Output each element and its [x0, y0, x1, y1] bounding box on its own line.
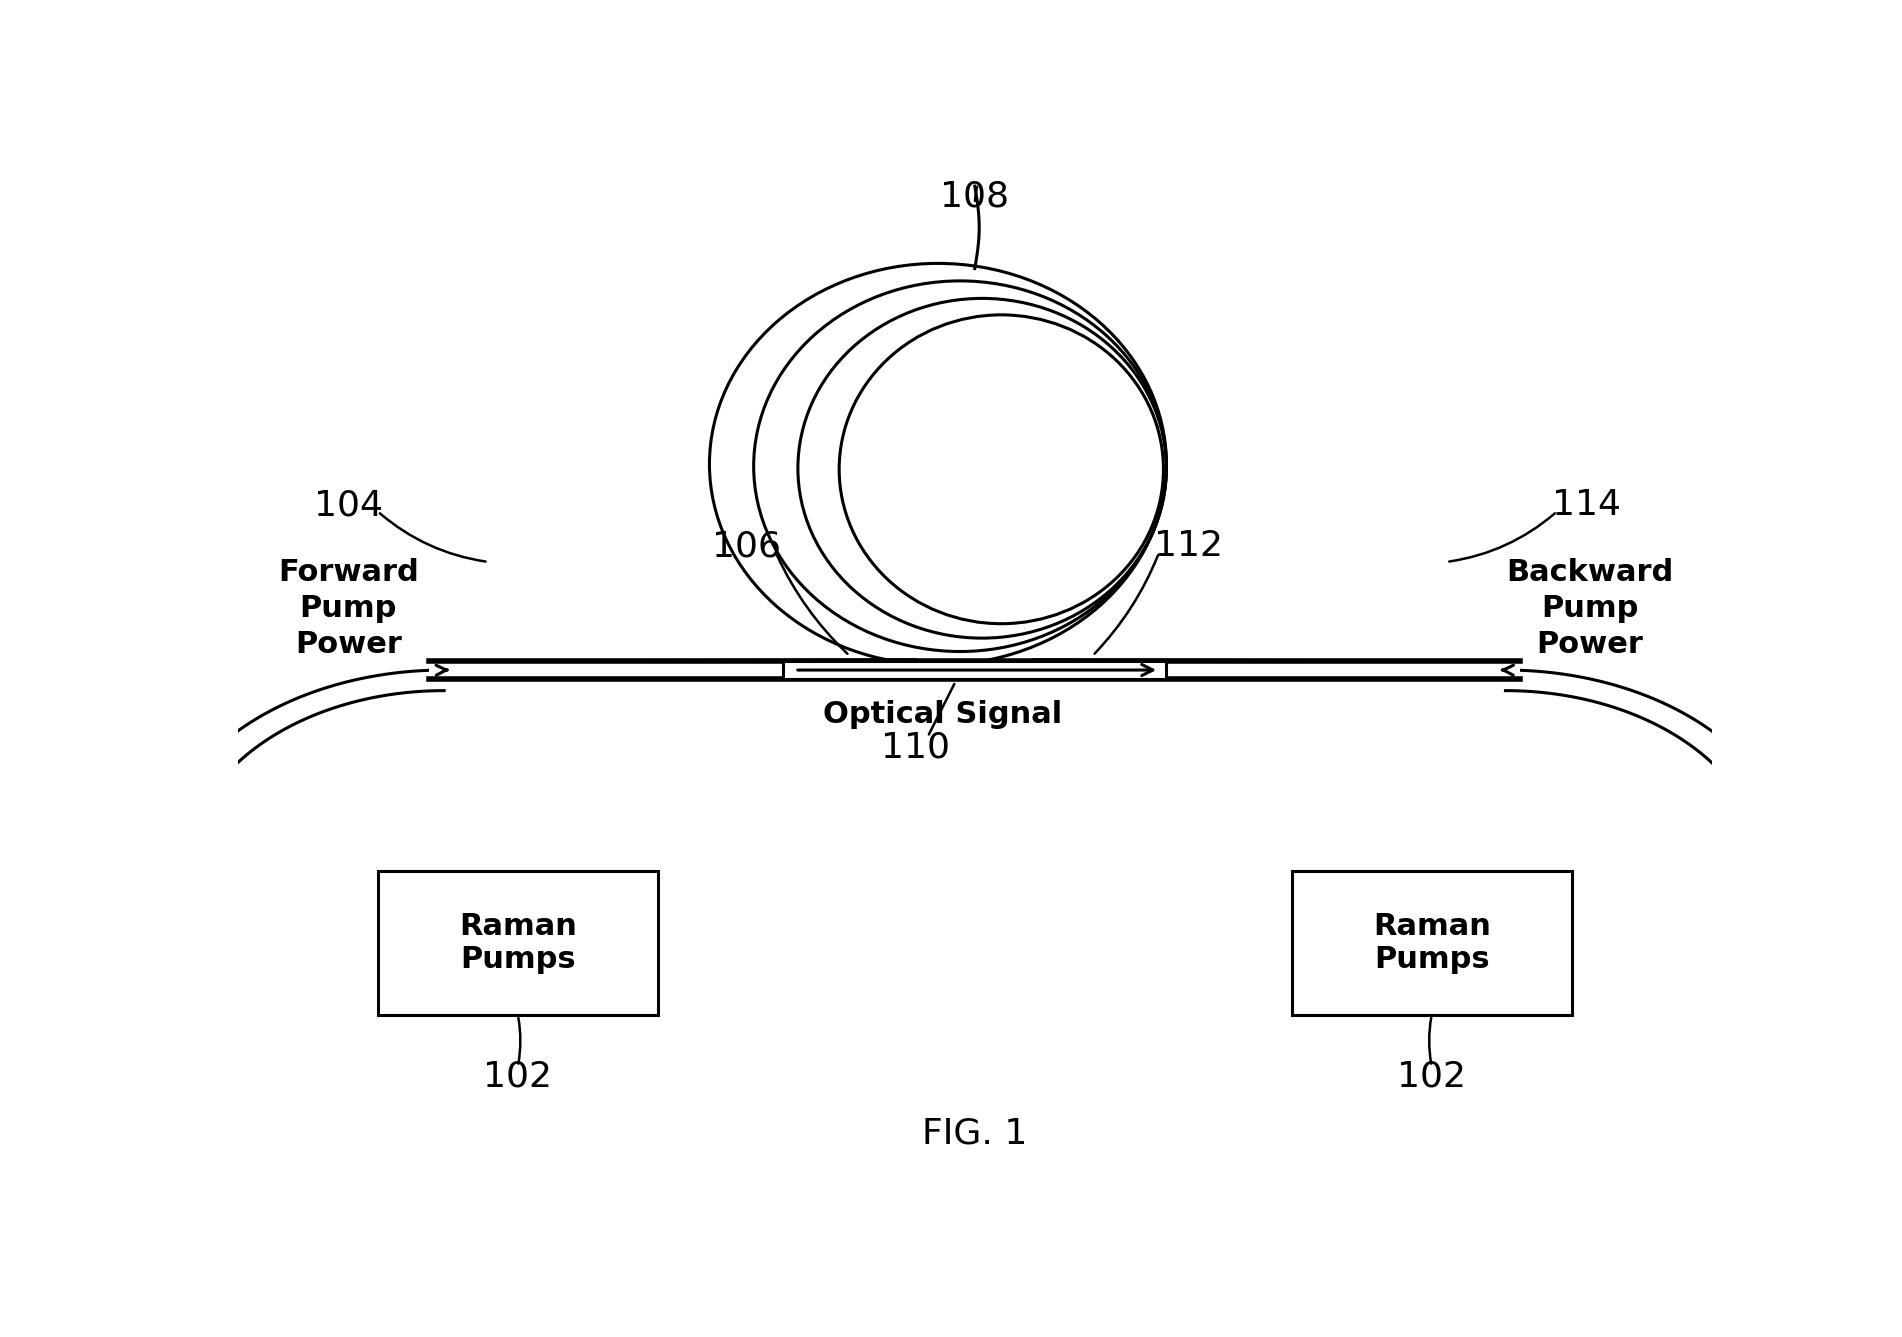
Text: 110: 110: [881, 730, 951, 765]
Bar: [784, 660, 1166, 679]
Text: 112: 112: [1155, 529, 1223, 563]
Bar: [378, 870, 658, 1015]
Text: 106: 106: [711, 529, 782, 563]
Text: Raman
Pumps: Raman Pumps: [458, 912, 576, 975]
Text: Optical Signal: Optical Signal: [824, 699, 1061, 729]
Text: Backward
Pump
Power: Backward Pump Power: [1506, 558, 1674, 659]
Text: Forward
Pump
Power: Forward Pump Power: [278, 558, 418, 659]
Text: FIG. 1: FIG. 1: [922, 1116, 1027, 1150]
Text: Raman
Pumps: Raman Pumps: [1373, 912, 1491, 975]
Text: 108: 108: [940, 179, 1010, 214]
Text: 102: 102: [483, 1060, 552, 1094]
Bar: [430, 660, 1520, 679]
Text: 102: 102: [1398, 1060, 1466, 1094]
Text: 114: 114: [1552, 488, 1621, 523]
Bar: [1291, 870, 1571, 1015]
Text: 104: 104: [314, 488, 382, 523]
